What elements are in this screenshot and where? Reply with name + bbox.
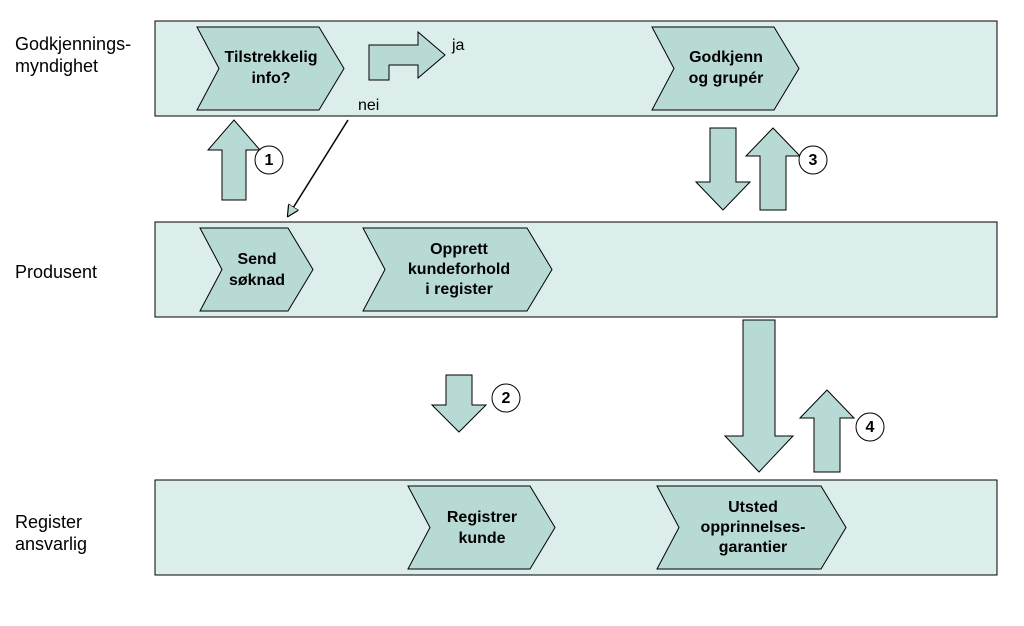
arrow-nei-thin — [288, 120, 348, 216]
lane2-label-line1: Produsent — [15, 262, 97, 282]
utsted-line3: garantier — [719, 539, 787, 556]
step-circle-4: 4 — [856, 413, 884, 441]
label-ja: ja — [451, 37, 465, 54]
arrow-long-down — [725, 320, 793, 472]
step-circle-3: 3 — [799, 146, 827, 174]
step-3-label: 3 — [809, 152, 818, 169]
step-2-label: 2 — [502, 390, 511, 407]
arrow-up-3 — [746, 128, 800, 210]
box-utsted: Utsted opprinnelses- garantier — [657, 486, 846, 569]
opprett-line3: i register — [425, 281, 493, 298]
box-opprett: Opprett kundeforhold i register — [363, 228, 552, 311]
opprett-line2: kundeforhold — [408, 261, 510, 278]
label-nei: nei — [358, 97, 379, 114]
box-tilstrekkelig: Tilstrekkelig info? — [197, 27, 344, 110]
send-line1: Send — [237, 251, 276, 268]
box-godkjenn: Godkjenn og grupér — [652, 27, 799, 110]
arrow-up-4 — [800, 390, 854, 472]
godkjenn-line1: Godkjenn — [689, 49, 763, 66]
registrer-line1: Registrer — [447, 509, 517, 526]
box-registrer: Registrer kunde — [408, 486, 555, 569]
lane3-label-line1: Register — [15, 512, 82, 532]
registrer-line2: kunde — [458, 530, 505, 547]
arrow-down-2 — [432, 375, 486, 432]
utsted-line2: opprinnelses- — [701, 519, 806, 536]
lane1-label-line2: myndighet — [15, 56, 98, 76]
step-circle-2: 2 — [492, 384, 520, 412]
utsted-line1: Utsted — [728, 499, 778, 516]
send-line2: søknad — [229, 272, 285, 289]
godkjenn-line2: og grupér — [689, 70, 764, 87]
tilstrekkelig-line2: info? — [251, 70, 290, 87]
lane1-label-line1: Godkjennings- — [15, 34, 131, 54]
lane-godkjenning: Godkjennings- myndighet — [15, 21, 997, 116]
step-4-label: 4 — [866, 419, 875, 436]
arrow-down-3 — [696, 128, 750, 210]
arrow-up-1b — [208, 120, 260, 200]
step-1-label: 1 — [265, 152, 274, 169]
tilstrekkelig-line1: Tilstrekkelig — [224, 49, 317, 66]
lane3-label-line2: ansvarlig — [15, 534, 87, 554]
step-circle-1: 1 — [255, 146, 283, 174]
opprett-line1: Opprett — [430, 241, 488, 258]
